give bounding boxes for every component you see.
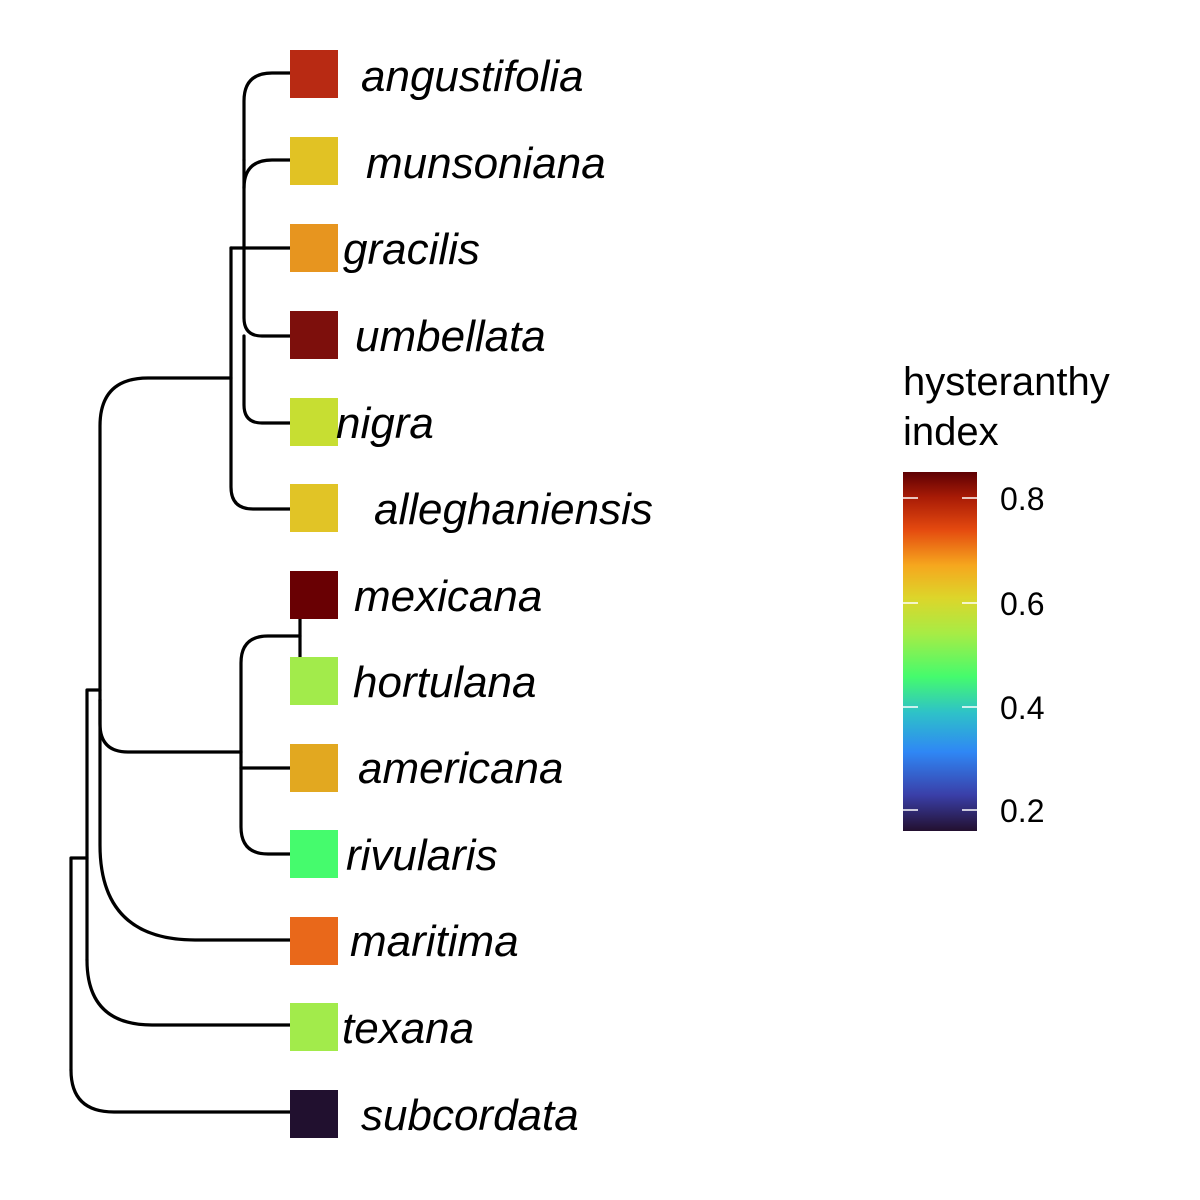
branch-clade-lower — [98, 698, 243, 754]
legend-title-line2: index — [903, 410, 999, 454]
tip-label: alleghaniensis — [374, 485, 653, 534]
branch-umbellata — [242, 158, 292, 338]
tip-swatch — [290, 830, 338, 878]
tip-group-mexicana: mexicana — [290, 571, 542, 621]
tip-label: rivularis — [346, 831, 498, 880]
tip-swatch — [290, 1090, 338, 1138]
tip-label: angustifolia — [361, 52, 584, 101]
tip-group-maritima: maritima — [290, 917, 519, 966]
branch-clade-upper — [98, 376, 233, 702]
branch-hortulana-node — [239, 634, 302, 754]
branch-maritima — [98, 698, 292, 942]
tip-swatch — [290, 484, 338, 532]
tip-label: subcordata — [361, 1091, 579, 1140]
tip-group-texana: texana — [290, 1003, 474, 1053]
tip-swatch — [290, 744, 338, 792]
branch-inner-root — [85, 688, 102, 962]
tip-label: nigra — [336, 399, 434, 448]
branch-subcordata — [69, 1068, 292, 1114]
tip-label: umbellata — [355, 312, 546, 361]
tip-swatch — [290, 657, 338, 705]
tip-label: texana — [342, 1004, 474, 1053]
legend-tick-label: 0.4 — [1000, 690, 1044, 726]
branch-rivularis — [239, 750, 292, 856]
tip-label: maritima — [350, 917, 519, 966]
tip-label: gracilis — [343, 225, 480, 274]
tip-swatch — [290, 571, 338, 619]
legend-title-line1: hysteranthy — [903, 360, 1110, 404]
tip-group-gracilis: gracilis — [290, 224, 480, 274]
legend-tick-label: 0.2 — [1000, 793, 1044, 829]
tip-group-americana: americana — [290, 744, 563, 793]
tip-label: munsoniana — [366, 139, 606, 188]
legend-tick-label: 0.8 — [1000, 481, 1044, 517]
branch-munsoniana — [242, 158, 292, 190]
tip-group-hortulana: hortulana — [290, 657, 536, 707]
tip-swatch — [290, 398, 338, 446]
tip-group-subcordata: subcordata — [290, 1090, 579, 1140]
tip-swatch — [290, 1003, 338, 1051]
tip-group-alleghaniensis: alleghaniensis — [290, 484, 653, 534]
tree-branches — [69, 71, 302, 1114]
tip-label: americana — [358, 744, 563, 793]
branch-texana — [85, 958, 292, 1027]
color-legend: hysteranthy index 0.8 0.6 0.4 0.2 — [903, 360, 1110, 831]
branch-root — [69, 856, 89, 1072]
tip-label: mexicana — [354, 572, 542, 621]
tip-group-nigra: nigra — [290, 398, 434, 448]
branch-nigra — [242, 334, 292, 425]
tip-swatch — [290, 224, 338, 272]
tip-swatch — [290, 311, 338, 359]
tip-swatch — [290, 917, 338, 965]
tip-group-rivularis: rivularis — [290, 830, 498, 880]
tip-label: hortulana — [353, 658, 536, 707]
tip-swatch — [290, 137, 338, 185]
legend-colorbar — [903, 472, 977, 831]
legend-tick-label: 0.6 — [1000, 586, 1044, 622]
tip-group-munsoniana: munsoniana — [290, 137, 606, 188]
tip-group-angustifolia: angustifolia — [290, 50, 584, 101]
tip-group-umbellata: umbellata — [290, 311, 546, 361]
tip-swatch — [290, 50, 338, 98]
legend-tick-marks — [903, 497, 977, 811]
branch-angustifolia — [242, 71, 292, 162]
branch-alleghaniensis — [229, 246, 292, 511]
